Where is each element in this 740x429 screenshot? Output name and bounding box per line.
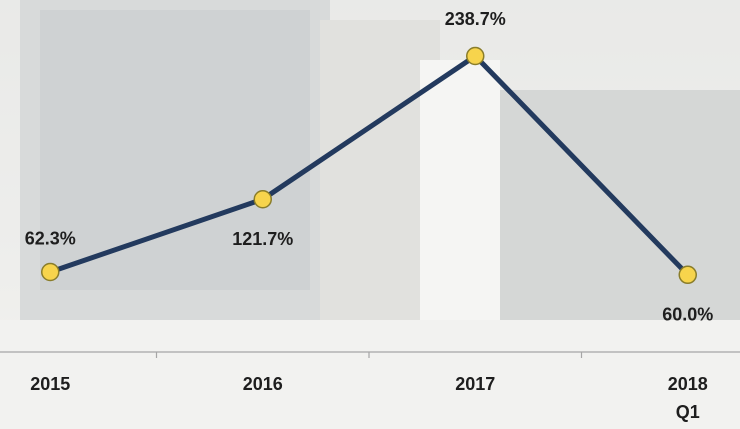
line bbox=[49, 53, 690, 277]
marker bbox=[678, 265, 697, 285]
x-tick-label: 2017 bbox=[455, 374, 496, 394]
x-tick-label: 2018 Q1 bbox=[667, 374, 708, 422]
marker bbox=[41, 262, 60, 282]
x-tick-label: 2015 bbox=[30, 374, 71, 394]
data-label: 121.7% bbox=[232, 229, 293, 249]
data-label: 60.0% bbox=[662, 305, 713, 325]
data-label: 62.3% bbox=[25, 229, 76, 249]
x-tick-label: 2016 bbox=[242, 374, 283, 394]
marker bbox=[253, 190, 272, 209]
data-label: 238.7% bbox=[445, 9, 506, 29]
marker bbox=[466, 46, 485, 66]
